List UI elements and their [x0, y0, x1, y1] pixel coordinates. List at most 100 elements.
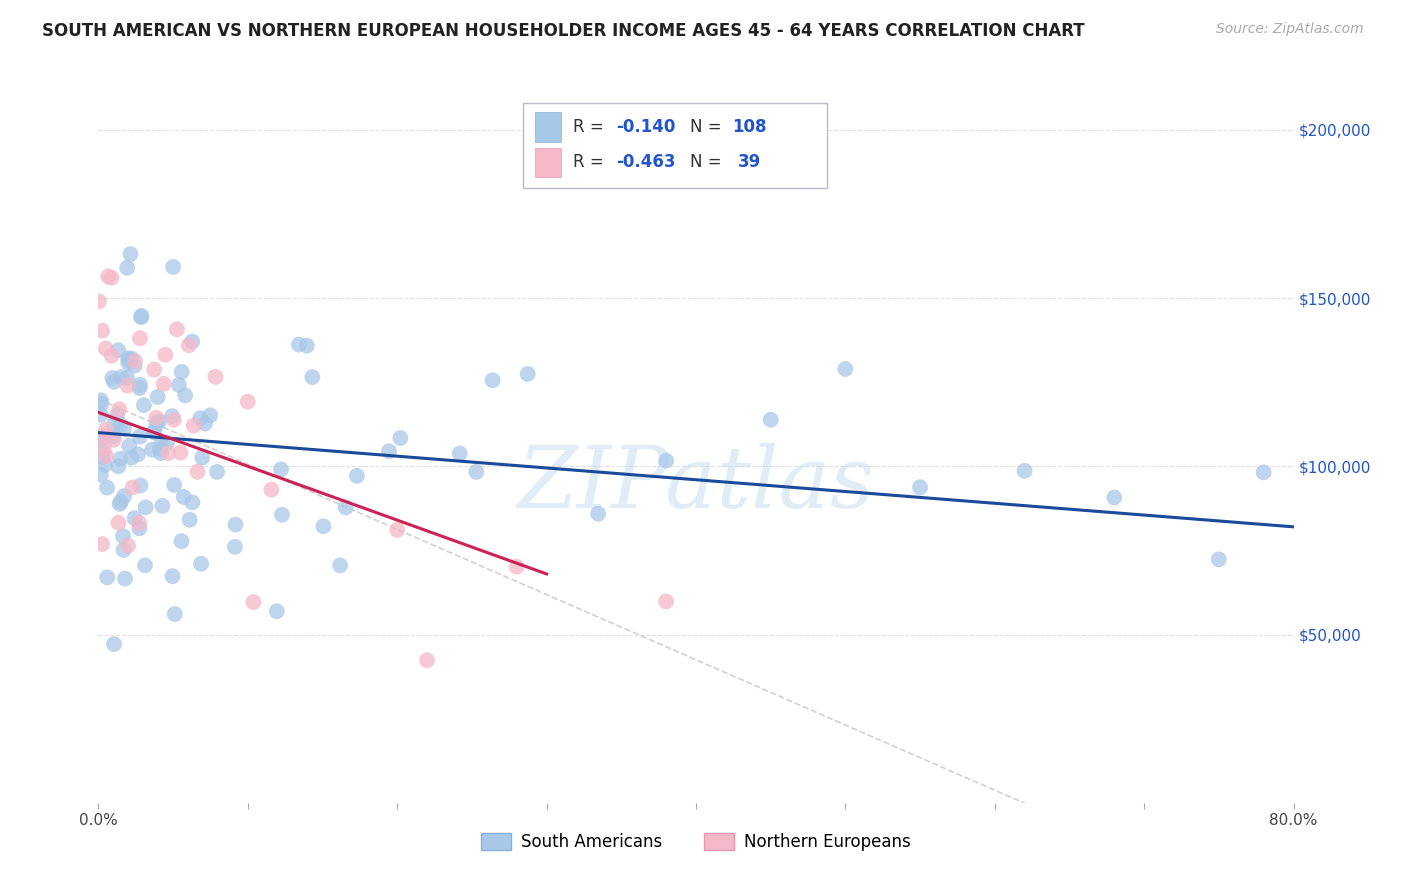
Point: [1104, 491, 1126, 505]
Point: [143, 362, 166, 376]
Point: [170, 534, 193, 549]
Point: [183, 418, 205, 433]
Point: [90, 393, 112, 408]
Text: 108: 108: [733, 118, 766, 136]
Point: [181, 334, 204, 349]
Point: [107, 516, 129, 530]
Text: R =: R =: [572, 118, 609, 136]
Point: [301, 370, 323, 384]
Point: [655, 594, 678, 608]
Point: [236, 394, 259, 409]
Point: [266, 604, 288, 618]
Text: N =: N =: [690, 153, 727, 171]
Point: [145, 416, 167, 430]
Point: [91, 537, 114, 551]
Point: [173, 490, 195, 504]
Point: [150, 437, 173, 451]
Point: [271, 508, 294, 522]
Point: [205, 465, 228, 479]
Point: [91, 450, 114, 465]
Point: [163, 478, 186, 492]
Point: [389, 431, 412, 445]
Point: [100, 270, 122, 285]
Point: [162, 260, 184, 274]
Point: [346, 468, 368, 483]
Point: [655, 453, 678, 467]
Point: [174, 388, 197, 402]
Point: [135, 500, 157, 515]
Point: [110, 495, 132, 509]
Point: [190, 557, 212, 571]
Point: [97, 269, 120, 284]
Point: [449, 446, 471, 460]
Point: [128, 516, 150, 530]
Point: [149, 446, 172, 460]
Bar: [534, 112, 561, 142]
Point: [146, 390, 169, 404]
Point: [204, 370, 226, 384]
Point: [124, 359, 146, 373]
Point: [101, 371, 124, 385]
Point: [329, 558, 352, 573]
Point: [516, 367, 538, 381]
Point: [103, 375, 125, 389]
Text: Source: ZipAtlas.com: Source: ZipAtlas.com: [1216, 22, 1364, 37]
Point: [198, 409, 221, 423]
Point: [132, 398, 155, 412]
Point: [166, 322, 188, 336]
Point: [91, 445, 114, 459]
Point: [465, 465, 488, 479]
Point: [162, 569, 184, 583]
Point: [93, 440, 115, 454]
Point: [145, 410, 167, 425]
Point: [117, 539, 139, 553]
Point: [129, 478, 152, 492]
Point: [90, 467, 112, 482]
Point: [142, 425, 165, 440]
Point: [506, 559, 529, 574]
Point: [169, 445, 191, 459]
Point: [121, 480, 143, 494]
Point: [117, 356, 139, 370]
Text: 39: 39: [738, 153, 761, 171]
Point: [156, 435, 179, 450]
Point: [149, 442, 172, 457]
Point: [177, 338, 200, 352]
Point: [103, 429, 125, 443]
Point: [759, 413, 782, 427]
Bar: [534, 147, 561, 178]
Point: [481, 373, 503, 387]
Point: [242, 595, 264, 609]
Point: [163, 607, 186, 621]
Point: [181, 495, 204, 509]
Text: SOUTH AMERICAN VS NORTHERN EUROPEAN HOUSEHOLDER INCOME AGES 45 - 64 YEARS CORREL: SOUTH AMERICAN VS NORTHERN EUROPEAN HOUS…: [42, 22, 1085, 40]
Point: [90, 432, 112, 446]
Point: [112, 422, 135, 436]
Point: [117, 351, 139, 366]
Point: [148, 414, 170, 428]
Point: [115, 260, 138, 275]
Point: [117, 378, 139, 392]
Point: [191, 450, 214, 465]
Point: [170, 365, 193, 379]
Point: [163, 413, 186, 427]
Point: [143, 424, 166, 438]
Point: [87, 294, 110, 309]
Point: [94, 449, 117, 463]
Point: [107, 459, 129, 474]
Point: [115, 371, 138, 385]
Point: [100, 349, 122, 363]
Point: [114, 572, 136, 586]
Point: [335, 500, 357, 515]
Point: [110, 370, 132, 384]
Point: [162, 409, 184, 424]
Legend: South Americans, Northern Europeans: South Americans, Northern Europeans: [474, 826, 918, 857]
Point: [120, 351, 142, 366]
Point: [288, 337, 311, 351]
Point: [129, 310, 152, 325]
Point: [89, 432, 111, 446]
FancyBboxPatch shape: [523, 103, 827, 188]
Point: [94, 423, 117, 437]
Point: [94, 342, 117, 356]
Text: N =: N =: [690, 118, 727, 136]
